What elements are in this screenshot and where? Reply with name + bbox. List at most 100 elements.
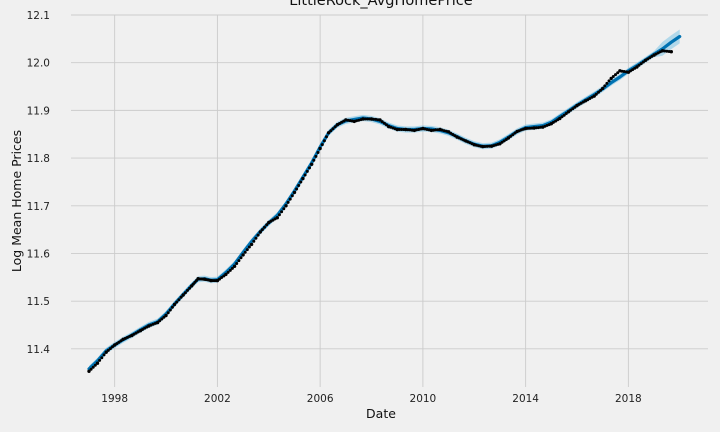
x-axis-label: Date [366,406,396,421]
observed-point-interp [235,262,239,265]
x-axis-ticks: 1998 2002 2006 2010 2014 2018 [101,393,641,405]
observed-point-interp [295,187,299,191]
y-tick-label: 11.5 [27,296,50,308]
observed-point-interp [226,270,230,274]
observed-point-interp [605,81,609,85]
observed-point-interp [228,268,232,272]
observed-point-interp [571,107,575,111]
observed-point-interp [177,298,181,302]
x-tick-label: 1998 [101,393,128,405]
observed-point-interp [363,117,367,121]
observed-point-interp [616,71,620,75]
observed-point-interp [320,143,324,147]
observed-point-interp [588,97,592,100]
observed-point-interp [385,123,388,127]
observed-point-interp [117,340,121,344]
observed-point [481,144,485,149]
observed-point-interp [314,154,318,158]
observed-point-interp [399,128,403,131]
observed-point-interp [265,223,269,227]
observed-point [361,117,365,121]
observed-point [181,293,185,297]
observed-point-interp [607,79,611,83]
observed-point-interp [158,319,162,323]
observed-point [310,162,314,166]
x-tick-label: 2014 [512,393,539,405]
observed-point-interp [280,210,284,214]
observed-point-interp [564,112,568,115]
observed-point-interp [614,73,617,77]
observed-point-interp [562,113,566,117]
observed-point-interp [286,200,290,204]
observed-point-interp [89,367,93,371]
observed-point-interp [537,126,540,130]
observed-point [669,50,673,54]
observed-point-interp [380,120,384,124]
y-axis-label: Log Mean Home Prices [9,130,24,272]
observed-point-interp [218,277,221,281]
observed-point [258,230,262,234]
observed-point-interp [100,356,104,360]
observed-point-interp [239,256,243,260]
observed-point [95,361,100,365]
observed-point-interp [237,259,241,263]
observed-point-interp [245,248,249,252]
observed-point-interp [179,295,183,299]
observed-point [275,216,279,220]
observed-point-interp [331,127,335,131]
observed-point-interp [288,197,292,201]
observed-point [318,146,322,151]
observed-point [635,65,639,69]
observed-point-interp [260,228,264,232]
y-tick-label: 11.7 [27,201,50,213]
observed-point-interp [243,250,247,254]
observed-point-interp [312,158,316,162]
observed-point-interp [305,169,309,173]
observed-point-interp [277,213,281,217]
observed-point-interp [408,128,412,132]
observed-point-interp [252,239,256,243]
y-tick-label: 12.1 [27,10,50,22]
y-tick-label: 11.4 [27,344,51,356]
observed-point [506,136,511,140]
plot-area [71,15,708,387]
observed-point-interp [485,144,489,148]
observed-point [284,204,288,208]
observed-point-interp [102,353,106,357]
observed-point [224,272,228,277]
observed-point-interp [434,128,438,132]
observed-point-interp [254,236,258,240]
y-axis-ticks: 11.4 11.5 11.6 11.7 11.8 11.9 12.0 12.1 [27,10,51,356]
observed-point-interp [322,139,326,143]
observed-point [104,350,108,354]
observed-point-interp [509,134,513,138]
observed-point-interp [170,305,174,309]
observed-point [558,116,562,121]
observed-point-interp [597,90,600,94]
x-tick-label: 2002 [204,393,231,405]
observed-point-interp [111,345,114,349]
observed-point-interp [599,88,603,92]
observed-point-interp [560,115,564,119]
observed-point-interp [98,358,102,362]
observed-point [378,118,382,122]
observed-point-interp [256,233,260,237]
observed-point-interp [579,101,583,105]
observed-point-interp [663,49,667,53]
observed-point-interp [247,245,251,249]
observed-point-interp [316,151,320,154]
observed-point-interp [166,311,170,315]
observed-point-interp [308,166,311,170]
observed-point [164,313,168,318]
observed-point-interp [282,207,286,211]
observed-point [241,253,245,257]
observed-point-interp [397,128,401,131]
observed-point [592,94,596,98]
observed-point-interp [230,266,234,270]
grid-lines [71,14,708,387]
observed-point-interp [365,117,369,121]
observed-point-interp [303,173,307,177]
observed-point-interp [333,125,337,129]
observed-point [326,131,331,135]
